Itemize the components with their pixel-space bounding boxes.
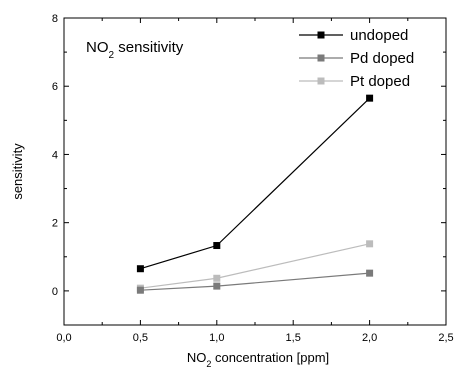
legend: undoped Pd doped Pt doped	[299, 27, 414, 90]
x-tick-label: 1,5	[286, 332, 301, 344]
x-tick-label: 2,5	[438, 332, 453, 344]
data-point	[366, 269, 374, 277]
legend-label: undoped	[350, 27, 408, 44]
x-tick-label: 2,0	[362, 332, 377, 344]
y-tick-label: 4	[52, 149, 58, 161]
series-lines	[136, 94, 374, 294]
legend-label: Pt doped	[350, 73, 410, 90]
y-tick-label: 0	[52, 286, 58, 298]
data-point	[213, 274, 221, 282]
series-line	[140, 97, 371, 270]
chart-annotation: NO2 sensitivity	[86, 39, 184, 61]
y-tick-label: 6	[52, 81, 58, 93]
y-tick-label: 8	[52, 13, 58, 25]
data-point	[136, 286, 144, 294]
legend-marker	[317, 77, 325, 85]
series-line	[140, 243, 370, 289]
axis-ticks: 0,0 0,5 1,0 1,5 2,0 2,5 0 2 4 6 8	[52, 13, 454, 344]
data-point	[366, 94, 374, 102]
x-tick-label: 0,0	[56, 332, 71, 344]
x-tick-label: 0,5	[133, 332, 148, 344]
data-point	[213, 282, 221, 290]
data-point	[366, 240, 374, 248]
x-axis-title: NO2 concentration [ppm]	[187, 350, 329, 369]
series-line	[140, 272, 370, 291]
data-point	[136, 265, 144, 273]
data-point	[213, 242, 221, 250]
legend-marker	[317, 31, 325, 39]
legend-label: Pd doped	[350, 50, 414, 67]
y-tick-label: 2	[52, 218, 58, 230]
y-axis-title: sensitivity	[10, 143, 25, 200]
legend-marker	[317, 54, 325, 62]
x-tick-label: 1,0	[209, 332, 224, 344]
